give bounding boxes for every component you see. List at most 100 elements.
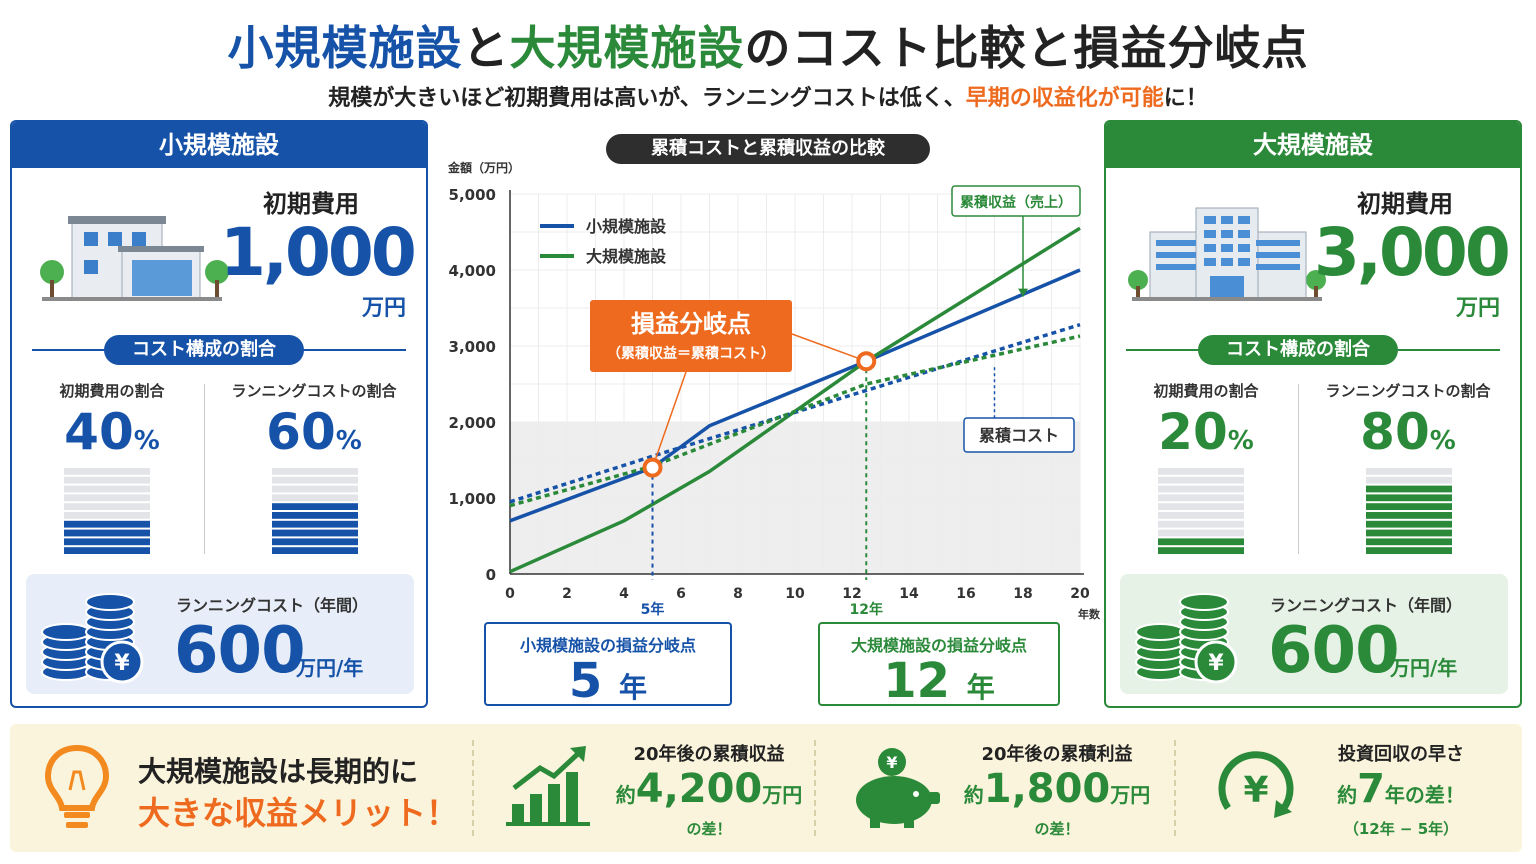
stat-profit-label: 20年後の累積利益 <box>981 744 1133 765</box>
large-running-ratio-bar-segment <box>1366 529 1452 537</box>
small-ratio-divider <box>204 384 205 554</box>
small-cost-line <box>509 323 1081 504</box>
small-running-ratio-bar <box>272 468 358 554</box>
small-revenue-line <box>509 268 1081 523</box>
large-initial-ratio-bar-segment <box>1158 538 1244 546</box>
svg-text:¥: ¥ <box>886 753 897 772</box>
large-running-ratio-bar-segment <box>1366 547 1452 554</box>
large-initial-ratio-label: 初期費用の割合 <box>1153 382 1259 400</box>
stat-revenue-label: 20年後の累積収益 <box>633 744 785 765</box>
subtitle-highlight: 早期の収益化が可能 <box>965 86 1164 111</box>
large-initial-ratio-bar-segment <box>1158 476 1244 484</box>
x-tick-label: 0 <box>505 586 515 602</box>
breakeven-callout <box>590 300 792 372</box>
legend-large-label: 大規模施設 <box>586 247 667 266</box>
large-initial-ratio-bar-segment <box>1158 503 1244 510</box>
small-running-ratio-label: ランニングコストの割合 <box>231 382 397 400</box>
small-running-ratio-bar-segment <box>272 520 358 528</box>
small-running-ratio-bar-segment <box>272 529 358 537</box>
large-running-cost-label: ランニングコスト（年間） <box>1270 596 1463 615</box>
cost-label-box <box>963 417 1075 453</box>
svg-text:¥: ¥ <box>1243 770 1268 811</box>
small-breakeven-box: 小規模施設の損益分岐点 5 年 <box>484 622 732 706</box>
large-cost-line <box>509 334 1081 508</box>
large-facility-panel: 大規模施設 初期費用 3,000 万円 コスト構成の割合 初期費用の割合 <box>1104 120 1522 708</box>
small-breakeven-value: 5 年 <box>568 653 648 709</box>
revenue-label-box <box>951 185 1081 217</box>
large-cost-composition-title: コスト構成の割合 <box>1198 335 1398 365</box>
merit-line1: 大規模施設は長期的に <box>138 755 419 788</box>
title-connector: と <box>462 21 510 75</box>
large-running-cost-unit: 万円/年 <box>1390 656 1458 680</box>
cumulative-chart: 0 1,000 2,000 3,000 4,000 5,000 0 2 4 6 8 10 12 14 16 1… <box>447 160 1100 621</box>
small-initial-cost-value: 1,000 <box>220 214 417 291</box>
y-tick-label: 4,000 <box>449 262 496 280</box>
large-initial-cost-value: 3,000 <box>1314 214 1511 291</box>
yen-cycle-icon: ¥ <box>1218 751 1294 818</box>
small-initial-ratio-value: 40% <box>64 403 160 461</box>
large-initial-ratio-value: 20% <box>1158 403 1254 461</box>
small-initial-ratio: 初期費用の割合 40% <box>22 380 202 461</box>
banner-separator <box>1174 740 1176 836</box>
x-tick-label: 18 <box>1013 586 1032 602</box>
breakeven-marker <box>642 457 663 478</box>
x-tick-label: 2 <box>562 586 572 602</box>
small-running-cost-value: 600 <box>174 614 306 688</box>
small-initial-ratio-bar-segment <box>64 494 150 502</box>
large-initial-ratio-bar-segment <box>1158 494 1244 502</box>
large-running-ratio-bar-segment <box>1366 485 1452 493</box>
x-tick-label: 20 <box>1070 586 1090 602</box>
breakeven-callout-subtitle: （累積収益＝累積コスト） <box>607 345 775 362</box>
large-revenue-line <box>509 226 1081 574</box>
small-cost-composition-title: コスト構成の割合 <box>104 335 304 365</box>
large-running-ratio-bar-segment <box>1366 503 1452 510</box>
large-running-ratio-bar <box>1366 468 1452 554</box>
small-building-icon <box>40 216 229 301</box>
large-initial-ratio-bar-segment <box>1158 547 1244 554</box>
small-running-cost-unit: 万円/年 <box>296 656 364 680</box>
small-initial-ratio-bar-segment <box>64 538 150 546</box>
piggy-bank-icon: ¥ <box>856 748 940 828</box>
small-panel-title: 小規模施設 <box>12 122 426 168</box>
large-running-ratio-bar-segment <box>1366 538 1452 546</box>
svg-text:¥: ¥ <box>114 651 130 676</box>
small-running-ratio-bar-segment <box>272 485 358 493</box>
small-initial-ratio-bar-segment <box>64 520 150 528</box>
small-initial-ratio-bar <box>64 468 150 554</box>
stat-profit-value: 約1,800万円 <box>963 766 1151 812</box>
cost-label: 累積コスト <box>979 426 1059 445</box>
coins-yen-icon: ¥ <box>1135 593 1238 684</box>
title-small-facility: 小規模施設 <box>227 21 463 75</box>
stat-payback-note: （12年 − 5年） <box>1343 820 1459 838</box>
page-subtitle: 規模が大きいほど初期費用は高いが、ランニングコストは低く、早期の収益化が可能に！ <box>0 80 1536 112</box>
small-initial-ratio-bar-segment <box>64 485 150 493</box>
stat-revenue-value: 約4,200万円 <box>615 766 803 812</box>
y-tick-label: 2,000 <box>449 414 496 432</box>
large-breakeven-label: 大規模施設の損益分岐点 <box>850 636 1027 655</box>
subtitle-text: 規模が大きいほど初期費用は高いが、ランニングコストは低く、 <box>328 86 966 111</box>
large-running-ratio-bar-segment <box>1366 494 1452 502</box>
title-large-facility: 大規模施設 <box>509 21 745 75</box>
breakeven-year-label: 12年 <box>850 601 883 618</box>
large-panel-title: 大規模施設 <box>1106 122 1520 168</box>
small-initial-ratio-bar-segment <box>64 476 150 484</box>
x-axis-label: 年数（年） <box>1078 607 1100 621</box>
svg-text:¥: ¥ <box>1208 651 1224 676</box>
stat-payback-label: 投資回収の早さ <box>1338 744 1464 765</box>
x-tick-label: 6 <box>676 586 686 602</box>
stat-revenue-note: の差！ <box>686 820 732 838</box>
small-initial-ratio-bar-segment <box>64 512 150 519</box>
page-title: 小規模施設と大規模施設のコスト比較と損益分岐点 <box>0 12 1536 78</box>
small-running-ratio-bar-segment <box>272 538 358 546</box>
stat-revenue-difference: 20年後の累積収益 約4,200万円 の差！ <box>594 740 824 839</box>
small-running-ratio-value: 60% <box>266 403 362 461</box>
large-initial-ratio-bar-segment <box>1158 468 1244 475</box>
small-initial-ratio-bar-segment <box>64 547 150 554</box>
callout-leader <box>791 333 867 362</box>
x-tick-label: 8 <box>733 586 743 602</box>
small-running-ratio-bar-segment <box>272 494 358 502</box>
y-tick-label: 1,000 <box>449 490 496 508</box>
summary-banner: 大規模施設は長期的に 大きな収益メリット！ 20年後の累積収益 約4,200万円… <box>10 724 1522 852</box>
large-initial-ratio-bar-segment <box>1158 485 1244 493</box>
